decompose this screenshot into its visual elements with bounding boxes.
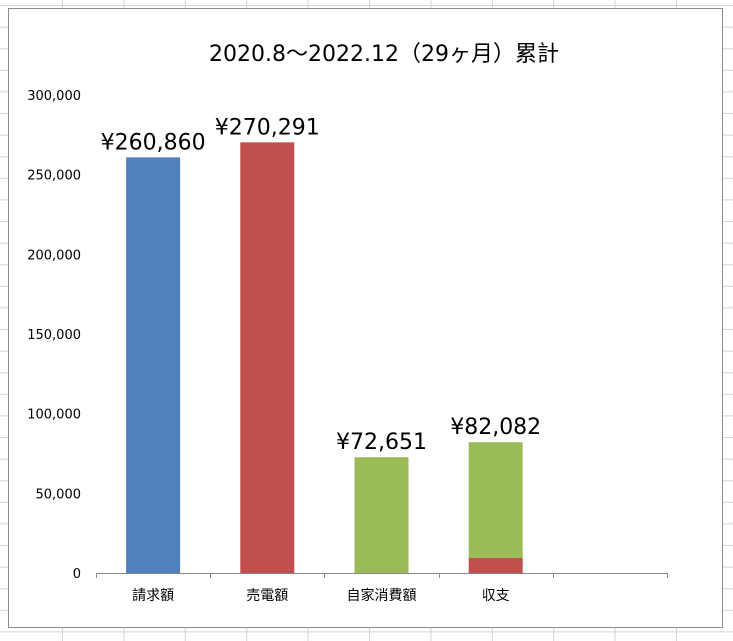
bar-segment [468, 442, 523, 558]
y-tick-label: 300,000 [27, 89, 81, 104]
chart-area[interactable]: 2020.8〜2022.12（29ヶ月）累計 0 50,000 100,000 150… [8, 8, 723, 628]
x-category-label: 売電額 [246, 588, 288, 604]
x-category-label: 収支 [482, 588, 510, 604]
data-label: ¥260,860 [101, 130, 206, 155]
y-tick-label: 250,000 [27, 169, 81, 184]
x-category-label: 請求額 [132, 588, 174, 604]
y-tick-label: 100,000 [27, 408, 81, 423]
y-tick-label: 200,000 [27, 248, 81, 263]
data-label: ¥270,291 [215, 115, 320, 140]
x-category-label: 自家消費額 [347, 587, 417, 604]
chart-title: 2020.8〜2022.12（29ヶ月）累計 [209, 42, 559, 67]
y-tick-label: 0 [73, 567, 81, 582]
bar-segment [354, 457, 409, 573]
data-label: ¥72,651 [336, 430, 427, 455]
bar-segment [468, 557, 523, 573]
y-tick-label: 50,000 [36, 487, 82, 502]
bar-segment [126, 157, 181, 573]
data-label: ¥82,082 [450, 415, 541, 440]
y-tick-label: 150,000 [27, 328, 81, 343]
bar-chart: 2020.8〜2022.12（29ヶ月）累計 0 50,000 100,000 150… [27, 42, 668, 604]
bar-segment [240, 142, 295, 573]
